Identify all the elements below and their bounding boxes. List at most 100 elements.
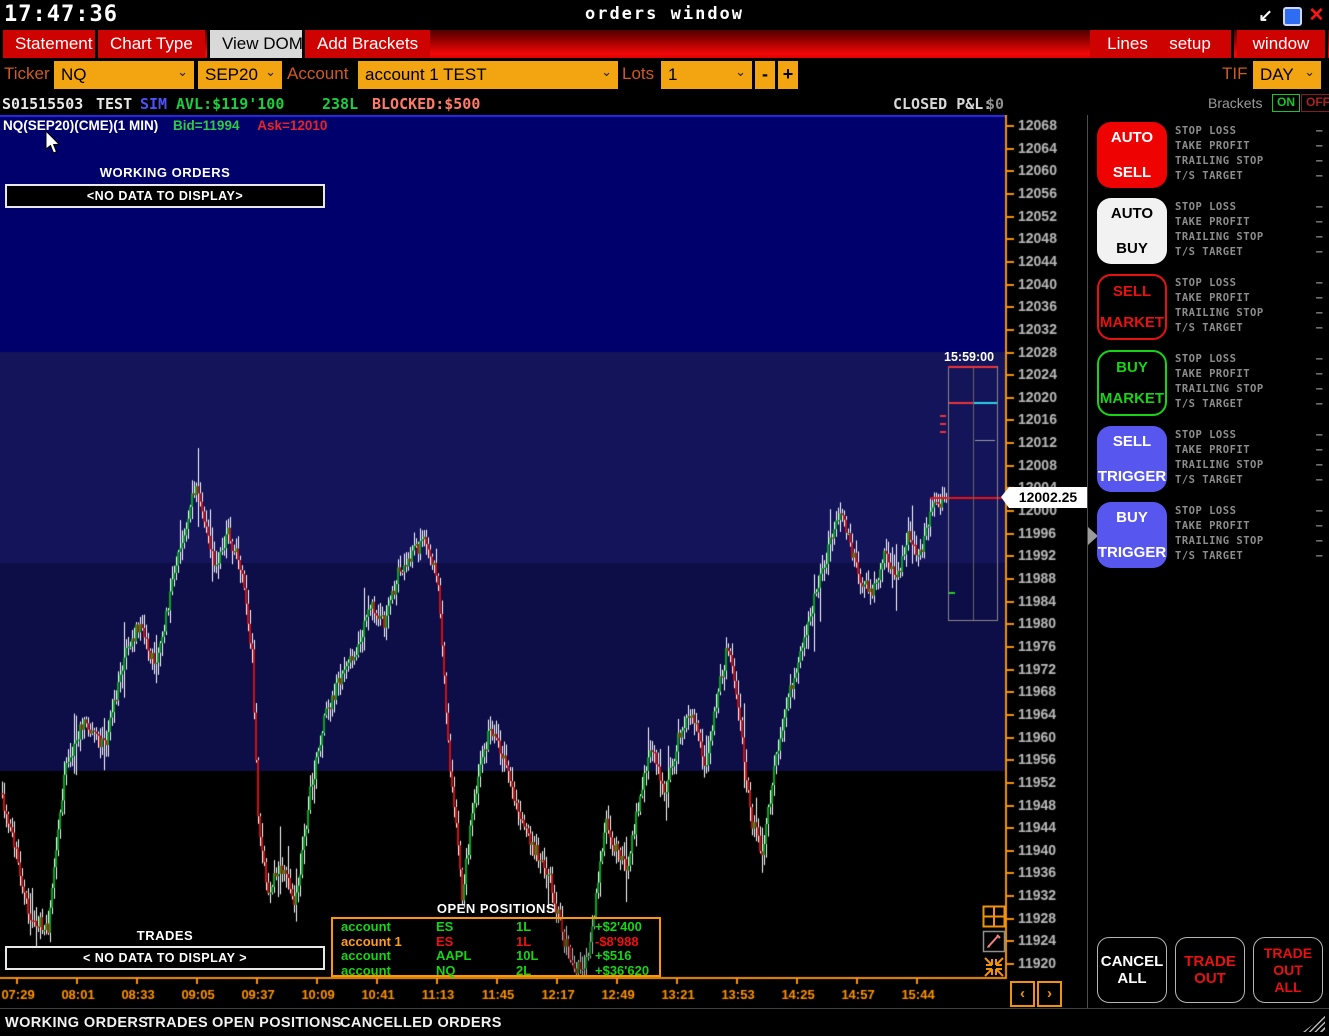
lots-decrement-button[interactable]: - (755, 61, 775, 89)
position-pnl: +$36'620 (595, 962, 650, 978)
statusbar-working-orders[interactable]: WORKING ORDERS (5, 1015, 149, 1031)
menu-setup[interactable]: setup (1149, 30, 1234, 58)
bracket-value[interactable]: – (1316, 322, 1323, 334)
position-account: account (341, 919, 391, 934)
button-line-1: SELL (1112, 283, 1152, 300)
menu-view-dom[interactable]: View DOM (207, 30, 315, 58)
lots-increment-button[interactable]: + (778, 61, 798, 89)
maximize-icon[interactable] (1283, 7, 1302, 26)
lots-select[interactable]: 1 ⌄ (661, 61, 752, 89)
buy-market-group: BUY MARKET STOP LOSS – TAKE PROFIT – TRAILING … (1088, 350, 1329, 416)
bracket-row-t-s-target: T/S TARGET – (1175, 474, 1323, 489)
bracket-label: T/S TARGET (1175, 170, 1244, 182)
trade-out-button[interactable]: TRADE OUT (1175, 937, 1245, 1003)
statusbar-open-positions[interactable]: OPEN POSITIONS (212, 1015, 342, 1031)
account-label: Account (287, 64, 349, 83)
buy-market-button[interactable]: BUY MARKET (1097, 350, 1167, 416)
bracket-label: T/S TARGET (1175, 474, 1244, 486)
bracket-value[interactable]: – (1316, 307, 1323, 319)
account-status-line: S01515503 TEST SIM AVL:$119'100 238L BLO… (0, 93, 1329, 115)
bracket-value[interactable]: – (1316, 246, 1323, 258)
sell-trigger-button[interactable]: SELL TRIGGER (1097, 426, 1167, 492)
chart-canvas[interactable] (0, 115, 1087, 1008)
bracket-value[interactable]: – (1316, 292, 1323, 304)
bracket-value[interactable]: – (1316, 216, 1323, 228)
menu-window[interactable]: window (1237, 30, 1328, 58)
bracket-row-trailing-stop: TRAILING STOP – (1175, 155, 1323, 170)
auto-buy-button[interactable]: AUTO BUY (1097, 198, 1167, 264)
brackets-on-toggle[interactable]: ON (1272, 94, 1300, 112)
open-position-row[interactable]: account ES 1L +$2'400 (333, 920, 659, 935)
panel-collapse-arrow[interactable] (1088, 527, 1098, 545)
lots-label: Lots (622, 64, 655, 83)
open-position-row[interactable]: account 1 ES 1L -$8'988 (333, 933, 659, 950)
tif-label: TIF (1222, 64, 1248, 83)
close-icon[interactable]: ✕ (1308, 5, 1325, 26)
brackets-off-toggle[interactable]: OFF (1301, 94, 1329, 112)
statusbar-trades[interactable]: TRADES (146, 1015, 209, 1031)
window-resize-grip[interactable] (1303, 1015, 1325, 1032)
bracket-value[interactable]: – (1316, 505, 1323, 517)
bracket-value[interactable]: – (1316, 231, 1323, 243)
bracket-value[interactable]: – (1316, 201, 1323, 213)
position-symbol: ES (436, 933, 454, 949)
minimize-icon[interactable]: ↙ (1258, 6, 1273, 25)
ticker-label: Ticker (4, 64, 50, 83)
sim-label: SIM (140, 95, 168, 113)
bracket-row-take-profit: TAKE PROFIT – (1175, 520, 1323, 535)
bracket-value[interactable]: – (1316, 535, 1323, 547)
open-position-row[interactable]: account NQ 2L +$36'620 (333, 962, 659, 979)
scroll-left-button[interactable]: ‹ (1010, 981, 1035, 1007)
bracket-value[interactable]: – (1316, 155, 1323, 167)
menu-statement[interactable]: Statement (0, 30, 105, 58)
account-select[interactable]: account 1 TEST ⌄ (358, 61, 618, 89)
bracket-label: TRAILING STOP (1175, 535, 1264, 547)
clock: 17:47:36 (4, 2, 118, 27)
bracket-value[interactable]: – (1316, 170, 1323, 182)
expiry-select[interactable]: SEP20 ⌄ (198, 61, 282, 89)
bracket-value[interactable]: – (1316, 277, 1323, 289)
bracket-value[interactable]: – (1316, 429, 1323, 441)
bracket-value[interactable]: – (1316, 459, 1323, 471)
pencil-icon[interactable] (982, 930, 1006, 953)
ticker-select[interactable]: NQ ⌄ (54, 61, 194, 89)
tif-select[interactable]: DAY ⌄ (1253, 61, 1321, 89)
scroll-right-button[interactable]: › (1037, 981, 1062, 1007)
window-title: orders window (584, 4, 745, 24)
bracket-value[interactable]: – (1316, 474, 1323, 486)
brackets-label: Brackets (1208, 95, 1263, 111)
bracket-value[interactable]: – (1316, 383, 1323, 395)
auto-sell-button[interactable]: AUTO SELL (1097, 122, 1167, 188)
bracket-value[interactable]: – (1316, 353, 1323, 365)
bracket-value[interactable]: – (1316, 550, 1323, 562)
menu-add-brackets[interactable]: Add Brackets (302, 30, 431, 58)
open-position-row[interactable]: account AAPL 10L +$516 (333, 949, 659, 964)
sell-market-button[interactable]: SELL MARKET (1097, 274, 1167, 340)
collapse-icon[interactable] (982, 955, 1006, 978)
statusbar-cancelled-orders[interactable]: CANCELLED ORDERS (340, 1015, 502, 1031)
bracket-row-stop-loss: STOP LOSS – (1175, 201, 1323, 216)
bid-value: Bid=11994 (173, 118, 240, 133)
account-value: account 1 TEST (365, 65, 487, 84)
bracket-label: TAKE PROFIT (1175, 216, 1251, 228)
trade-out-all-button[interactable]: TRADE OUT ALL (1253, 937, 1323, 1003)
cancel-all-button[interactable]: CANCEL ALL (1097, 937, 1167, 1003)
bracket-value[interactable]: – (1316, 140, 1323, 152)
grid-icon[interactable] (982, 905, 1006, 928)
bracket-row-stop-loss: STOP LOSS – (1175, 429, 1323, 444)
mode-label: TEST (96, 95, 133, 113)
sell-market-group: SELL MARKET STOP LOSS – TAKE PROFIT – TRAILING… (1088, 274, 1329, 340)
bracket-value[interactable]: – (1316, 520, 1323, 532)
bracket-label: T/S TARGET (1175, 398, 1244, 410)
panel-splitter[interactable] (1087, 115, 1088, 1008)
buy-trigger-button[interactable]: BUY TRIGGER (1097, 502, 1167, 568)
button-line-1: BUY (1116, 509, 1148, 526)
button-line: TRADE (1184, 953, 1236, 970)
bracket-row-trailing-stop: TRAILING STOP – (1175, 307, 1323, 322)
bracket-value[interactable]: – (1316, 444, 1323, 456)
menu-chart-type[interactable]: Chart Type (95, 30, 205, 58)
chevron-down-icon: ⌄ (265, 64, 276, 79)
bracket-value[interactable]: – (1316, 368, 1323, 380)
bracket-value[interactable]: – (1316, 125, 1323, 137)
bracket-value[interactable]: – (1316, 398, 1323, 410)
